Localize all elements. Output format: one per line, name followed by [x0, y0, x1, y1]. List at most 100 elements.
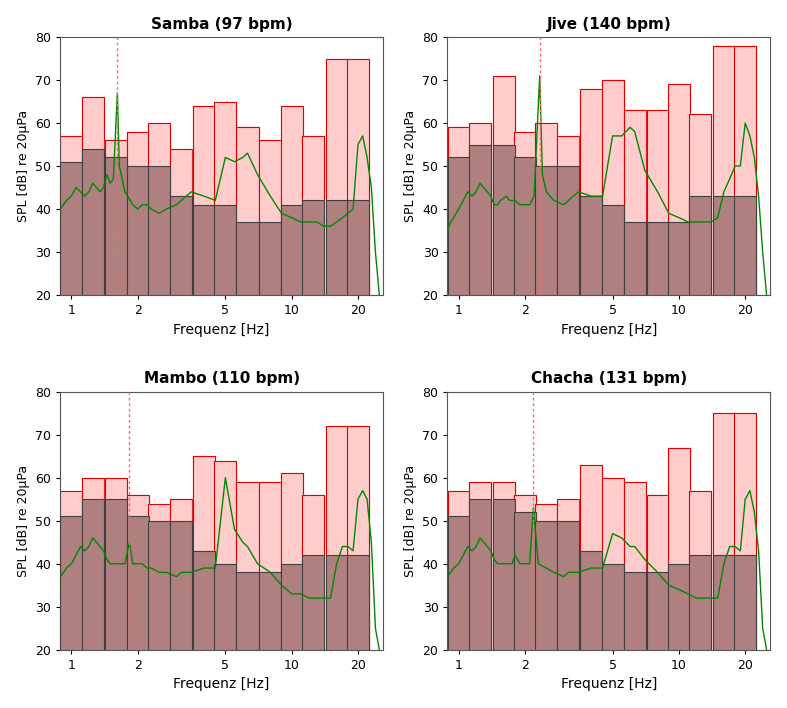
Bar	[557, 520, 579, 650]
Bar	[214, 564, 236, 650]
Bar	[535, 503, 557, 650]
Bar	[514, 512, 536, 650]
Bar	[347, 200, 369, 295]
Bar	[469, 144, 491, 295]
Bar	[448, 157, 470, 295]
Bar	[469, 123, 491, 295]
Bar	[326, 200, 348, 295]
Bar	[557, 499, 579, 650]
Bar	[105, 157, 127, 295]
Bar	[493, 144, 515, 295]
Bar	[448, 516, 470, 650]
Bar	[623, 572, 646, 650]
Bar	[535, 166, 557, 295]
Bar	[713, 45, 735, 295]
Bar	[469, 499, 491, 650]
Bar	[535, 123, 557, 295]
Bar	[302, 200, 324, 295]
Bar	[214, 101, 236, 295]
Bar	[668, 84, 690, 295]
Bar	[469, 482, 491, 650]
Bar	[601, 564, 623, 650]
Y-axis label: SPL [dB] re 20µPa: SPL [dB] re 20µPa	[17, 110, 30, 222]
Bar	[170, 520, 192, 650]
Bar	[82, 97, 104, 295]
Bar	[127, 495, 149, 650]
Bar	[105, 478, 127, 650]
Bar	[302, 495, 324, 650]
Bar	[259, 140, 282, 295]
Bar	[281, 105, 303, 295]
Bar	[281, 205, 303, 295]
Bar	[347, 426, 369, 650]
Bar	[61, 136, 83, 295]
Bar	[734, 196, 756, 295]
X-axis label: Frequenz [Hz]: Frequenz [Hz]	[173, 678, 270, 691]
Bar	[689, 491, 711, 650]
Bar	[668, 222, 690, 295]
Bar	[734, 45, 756, 295]
Bar	[302, 136, 324, 295]
Bar	[170, 149, 192, 295]
Bar	[193, 456, 215, 650]
Bar	[105, 499, 127, 650]
X-axis label: Frequenz [Hz]: Frequenz [Hz]	[560, 323, 657, 336]
Bar	[493, 499, 515, 650]
Bar	[347, 555, 369, 650]
Bar	[61, 161, 83, 295]
Bar	[713, 196, 735, 295]
Bar	[148, 520, 170, 650]
Bar	[193, 205, 215, 295]
Bar	[535, 520, 557, 650]
Bar	[326, 555, 348, 650]
Bar	[326, 426, 348, 650]
Bar	[647, 495, 669, 650]
Bar	[347, 59, 369, 295]
Bar	[713, 413, 735, 650]
Bar	[61, 516, 83, 650]
Bar	[82, 499, 104, 650]
Bar	[448, 127, 470, 295]
Bar	[601, 80, 623, 295]
Bar	[281, 564, 303, 650]
Bar	[127, 516, 149, 650]
Bar	[601, 478, 623, 650]
Bar	[148, 166, 170, 295]
Title: Chacha (131 bpm): Chacha (131 bpm)	[531, 372, 687, 387]
Bar	[514, 495, 536, 650]
Bar	[580, 88, 602, 295]
Bar	[557, 166, 579, 295]
Bar	[713, 555, 735, 650]
Bar	[127, 166, 149, 295]
Bar	[514, 132, 536, 295]
Title: Samba (97 bpm): Samba (97 bpm)	[151, 17, 293, 32]
Bar	[148, 503, 170, 650]
Y-axis label: SPL [dB] re 20µPa: SPL [dB] re 20µPa	[17, 464, 30, 577]
Bar	[61, 491, 83, 650]
Bar	[623, 222, 646, 295]
Bar	[601, 205, 623, 295]
Bar	[214, 460, 236, 650]
Bar	[259, 482, 282, 650]
Bar	[170, 499, 192, 650]
Bar	[82, 149, 104, 295]
Bar	[302, 555, 324, 650]
Bar	[82, 478, 104, 650]
Bar	[493, 482, 515, 650]
Bar	[281, 474, 303, 650]
Bar	[557, 136, 579, 295]
Bar	[580, 196, 602, 295]
Bar	[580, 551, 602, 650]
Y-axis label: SPL [dB] re 20µPa: SPL [dB] re 20µPa	[404, 464, 417, 577]
Bar	[259, 222, 282, 295]
Bar	[623, 110, 646, 295]
Bar	[236, 482, 258, 650]
Bar	[647, 572, 669, 650]
Bar	[127, 132, 149, 295]
Bar	[668, 447, 690, 650]
Bar	[148, 123, 170, 295]
Y-axis label: SPL [dB] re 20µPa: SPL [dB] re 20µPa	[404, 110, 417, 222]
Bar	[170, 196, 192, 295]
Bar	[448, 491, 470, 650]
Bar	[647, 222, 669, 295]
